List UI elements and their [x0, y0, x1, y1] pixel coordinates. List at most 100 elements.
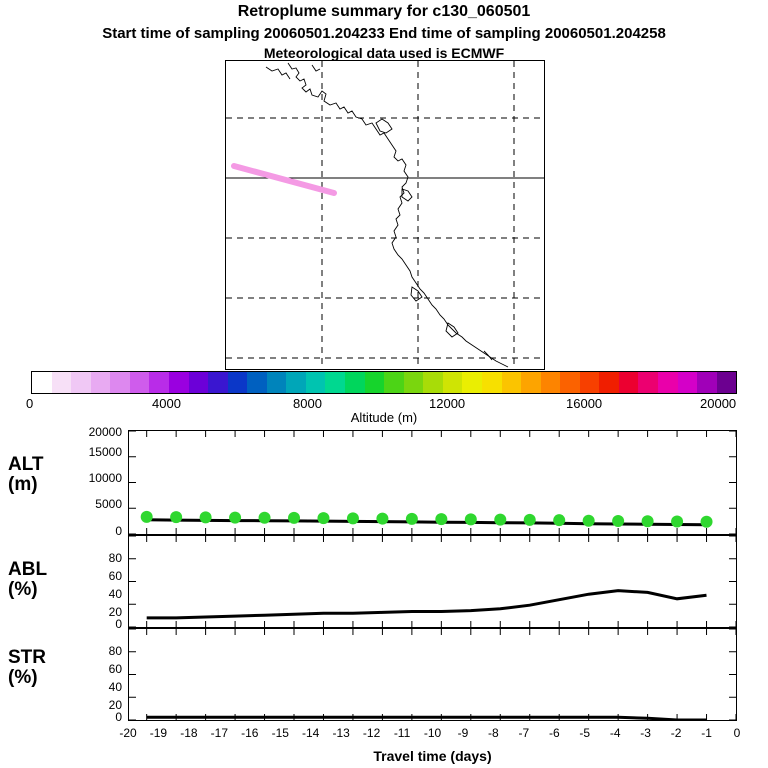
alt-ytick-20000: 20000	[88, 425, 122, 439]
data-line-abl	[146, 589, 707, 620]
page-title: Retroplume summary for c130_060501	[237, 3, 531, 20]
colorbar-segment	[208, 372, 228, 393]
data-marker	[464, 513, 477, 526]
abl-ytick-60: 60	[108, 569, 122, 583]
data-marker	[494, 513, 507, 526]
abl-plot	[128, 535, 737, 628]
str-label-line1: STR	[8, 647, 46, 668]
data-marker	[170, 511, 183, 524]
colorbar-segment	[345, 372, 365, 393]
x-tick-label: -20	[119, 726, 137, 740]
colorbar-segment	[384, 372, 404, 393]
colorbar-segment	[579, 372, 600, 393]
colorbar-tick-12000: 12000	[429, 396, 466, 411]
colorbar-segment	[697, 372, 717, 393]
map-coastline	[265, 62, 509, 368]
alt-ytick-5000: 5000	[95, 497, 122, 511]
colorbar-segment	[51, 372, 72, 393]
colorbar-segment	[325, 372, 345, 393]
colorbar-segment	[658, 372, 678, 393]
colorbar-segment	[90, 372, 111, 393]
alt-panel-label: ALT (m)	[8, 455, 44, 495]
colorbar-segment	[266, 372, 287, 393]
x-tick-label: -6	[548, 726, 560, 740]
colorbar-segment	[481, 372, 502, 393]
data-marker	[582, 514, 595, 527]
colorbar-segment	[149, 372, 169, 393]
x-tick-label: -7	[518, 726, 530, 740]
x-tick-label: -9	[457, 726, 469, 740]
plume-track	[231, 163, 337, 196]
colorbar-segment	[638, 372, 658, 393]
colorbar-segment	[305, 372, 326, 393]
x-tick-label: -10	[423, 726, 442, 740]
colorbar-label: Altitude (m)	[350, 410, 418, 425]
data-marker	[346, 512, 359, 525]
str-label-line2: (%)	[8, 667, 38, 688]
colorbar-segment	[403, 372, 424, 393]
colorbar-segment	[168, 372, 189, 393]
colorbar-segment	[540, 372, 561, 393]
data-marker	[258, 511, 271, 524]
x-tick-label: -16	[241, 726, 259, 740]
alt-ytick-15000: 15000	[88, 445, 122, 459]
data-marker	[376, 512, 389, 525]
colorbar-segment	[129, 372, 150, 393]
data-marker	[199, 511, 212, 524]
colorbar-segment	[501, 372, 522, 393]
x-axis-label: Travel time (days)	[373, 748, 492, 764]
colorbar-segment	[599, 372, 619, 393]
data-marker	[612, 514, 625, 527]
x-tick-label: -13	[332, 726, 350, 740]
colorbar-segment	[227, 372, 248, 393]
data-marker	[700, 515, 713, 528]
str-ytick-60: 60	[108, 662, 122, 676]
x-tick-label: -12	[362, 726, 381, 740]
colorbar-segment	[247, 372, 267, 393]
colorbar-segment	[71, 372, 91, 393]
colorbar-segment	[677, 372, 698, 393]
colorbar-segment	[618, 372, 639, 393]
x-tick-label: -1	[701, 726, 712, 740]
str-panel-label: STR (%)	[8, 648, 46, 688]
abl-ytick-80: 80	[108, 551, 122, 565]
colorbar-segment	[560, 372, 580, 393]
x-tick-label: -17	[210, 726, 229, 740]
data-marker	[553, 514, 566, 527]
x-tick-label: -14	[302, 726, 320, 740]
alt-label-line1: ALT	[8, 454, 44, 475]
colorbar-tick-20000: 20000	[700, 396, 737, 411]
colorbar-tick-8000: 8000	[293, 396, 322, 411]
abl-ytick-20: 20	[108, 605, 122, 619]
x-tick-label: -19	[149, 726, 168, 740]
str-ytick-20: 20	[108, 698, 122, 712]
x-tick-label: -8	[488, 726, 499, 740]
x-tick-label: -11	[393, 726, 411, 740]
x-tick-label: 0	[733, 726, 741, 740]
colorbar-tick-16000: 16000	[566, 396, 603, 411]
x-tick-label: -15	[271, 726, 289, 740]
str-ytick-80: 80	[108, 644, 122, 658]
retroplume-map	[225, 60, 545, 370]
met-data-note: Meteorological data used is ECMWF	[263, 45, 505, 61]
colorbar-segment	[716, 372, 737, 393]
colorbar-segment	[364, 372, 385, 393]
colorbar-segment	[462, 372, 482, 393]
x-tick-label: -3	[640, 726, 651, 740]
x-tick-label: -5	[579, 726, 591, 740]
data-marker	[229, 511, 242, 524]
data-marker	[641, 515, 654, 528]
data-marker	[288, 511, 301, 524]
colorbar-segment	[286, 372, 306, 393]
colorbar-tick-4000: 4000	[152, 396, 181, 411]
data-marker	[317, 512, 330, 525]
colorbar-segment	[32, 372, 52, 393]
sampling-times: Start time of sampling 20060501.204233 E…	[102, 25, 666, 42]
alt-label-line2: (m)	[8, 474, 38, 495]
data-marker	[140, 510, 153, 523]
colorbar-segment	[442, 372, 463, 393]
data-marker	[671, 515, 684, 528]
colorbar-segment	[110, 372, 130, 393]
colorbar-segment	[188, 372, 209, 393]
altitude-colorbar	[31, 371, 737, 394]
